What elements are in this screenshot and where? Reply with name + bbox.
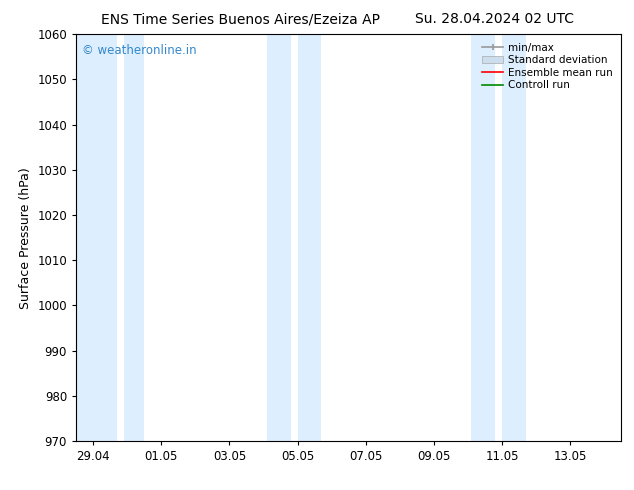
Text: Su. 28.04.2024 02 UTC: Su. 28.04.2024 02 UTC [415,12,574,26]
Y-axis label: Surface Pressure (hPa): Surface Pressure (hPa) [19,167,32,309]
Text: © weatheronline.in: © weatheronline.in [82,45,196,57]
Bar [471,34,495,441]
Bar [297,34,321,441]
Bar [76,34,117,441]
Legend: min/max, Standard deviation, Ensemble mean run, Controll run: min/max, Standard deviation, Ensemble me… [479,40,616,94]
Text: ENS Time Series Buenos Aires/Ezeiza AP: ENS Time Series Buenos Aires/Ezeiza AP [101,12,380,26]
Bar [267,34,291,441]
Bar [124,34,144,441]
Bar [502,34,526,441]
